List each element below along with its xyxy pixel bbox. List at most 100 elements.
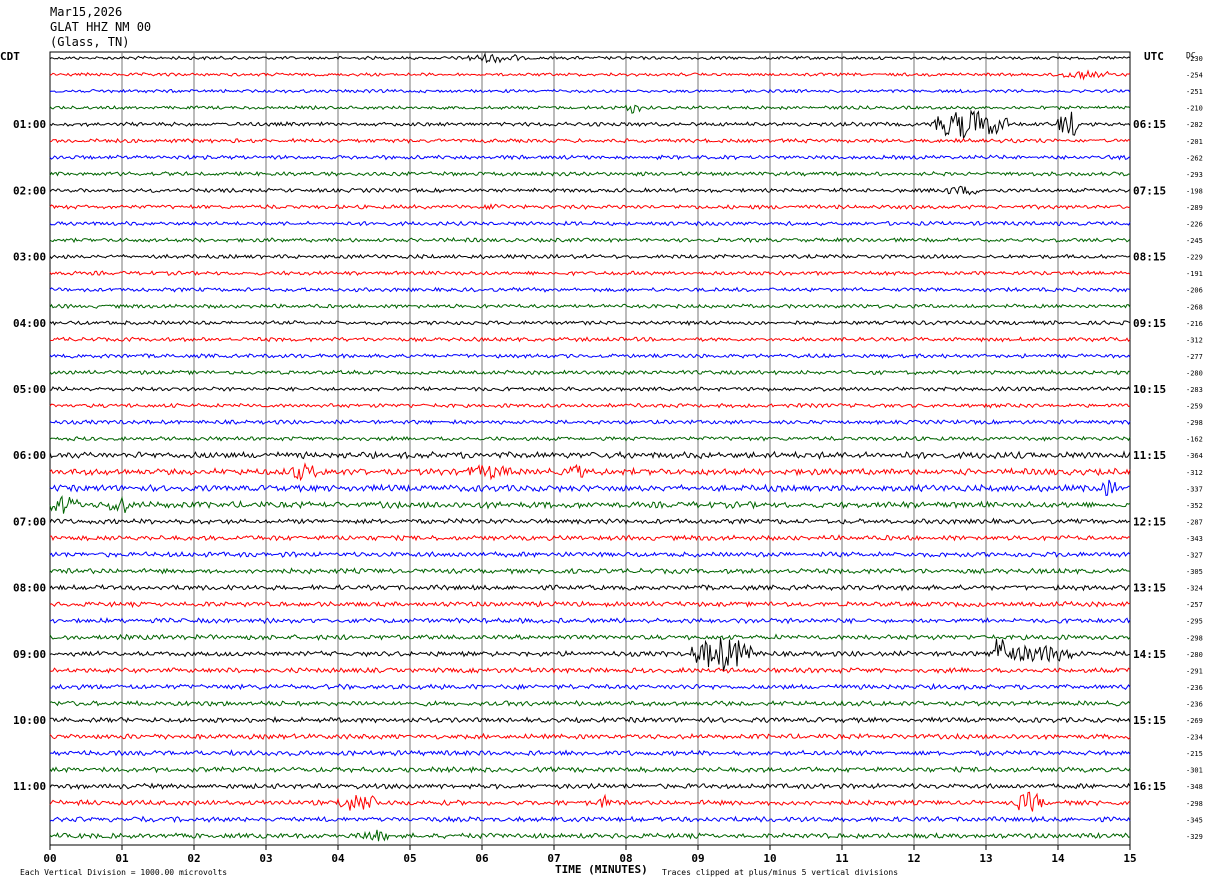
trace-line xyxy=(49,782,1131,790)
dc-offset-label: -230 xyxy=(1186,55,1203,63)
trace-line xyxy=(49,203,1131,211)
trace-line xyxy=(49,551,1131,559)
dc-header-label: DC xyxy=(1186,51,1196,60)
x-tick-label: 03 xyxy=(259,852,272,865)
right-hour-label: 16:15 xyxy=(1133,780,1166,793)
trace-line xyxy=(50,534,1131,542)
left-timezone-label: CDT xyxy=(0,50,20,63)
x-tick-label: 07 xyxy=(547,852,560,865)
header-station: GLAT HHZ NM 00 xyxy=(50,20,152,34)
x-tick-label: 02 xyxy=(187,852,200,865)
dc-offset-label: -324 xyxy=(1186,585,1203,593)
x-tick-label: 00 xyxy=(43,852,56,865)
left-hour-label: 01:00 xyxy=(13,118,46,131)
trace-line xyxy=(49,435,1131,442)
left-hour-label: 02:00 xyxy=(13,184,46,197)
dc-offset-label: -201 xyxy=(1186,138,1203,146)
dc-offset-label: -259 xyxy=(1186,403,1203,411)
trace-line xyxy=(49,52,1131,64)
dc-offset-label: -312 xyxy=(1186,469,1203,477)
dc-offset-label: -282 xyxy=(1186,121,1203,129)
trace-line xyxy=(49,236,1131,244)
dc-offset-label: -312 xyxy=(1186,336,1203,344)
trace-line xyxy=(49,185,1131,196)
trace-line xyxy=(49,617,1131,625)
dc-offset-label: -298 xyxy=(1186,800,1203,808)
trace-line xyxy=(49,765,1131,774)
trace-line xyxy=(49,829,1131,842)
right-hour-label: 13:15 xyxy=(1133,582,1166,595)
left-hour-label: 10:00 xyxy=(13,714,46,727)
dc-offset-label: -293 xyxy=(1186,171,1203,179)
trace-line xyxy=(49,419,1131,426)
trace-line xyxy=(49,479,1131,497)
trace-line xyxy=(49,517,1131,525)
header-location: (Glass, TN) xyxy=(50,35,130,49)
x-tick-label: 11 xyxy=(835,852,849,865)
dc-offset-label: -364 xyxy=(1186,452,1203,460)
x-tick-label: 10 xyxy=(763,852,776,865)
dc-offset-label: -226 xyxy=(1186,221,1203,229)
trace-line xyxy=(49,749,1131,757)
x-tick-label: 08 xyxy=(619,852,632,865)
plot-frame xyxy=(49,51,1131,846)
dc-offset-label: -327 xyxy=(1186,552,1203,560)
x-tick-label: 14 xyxy=(1051,852,1065,865)
trace-line xyxy=(49,462,1131,482)
dc-offset-label: -298 xyxy=(1186,634,1203,642)
trace-line xyxy=(49,170,1131,177)
dc-offset-label: -269 xyxy=(1186,717,1203,725)
trace-line xyxy=(49,699,1131,707)
trace-line xyxy=(49,732,1131,741)
header-date: Mar15,2026 xyxy=(50,5,123,19)
dc-offset-label: -234 xyxy=(1186,734,1203,742)
trace-line xyxy=(49,369,1131,376)
trace-line xyxy=(49,567,1131,575)
left-hour-label: 09:00 xyxy=(13,648,46,661)
trace-line xyxy=(49,637,1131,672)
dc-offset-label: -236 xyxy=(1186,684,1203,692)
dc-offset-label: -216 xyxy=(1186,320,1203,328)
trace-line xyxy=(49,270,1131,277)
dc-offset-label: -245 xyxy=(1186,237,1203,245)
right-hour-label: 08:15 xyxy=(1133,251,1166,264)
dc-offset-label: -277 xyxy=(1186,353,1203,361)
trace-line xyxy=(49,154,1131,161)
trace-line xyxy=(49,253,1131,260)
right-hour-label: 06:15 xyxy=(1133,118,1166,131)
right-hour-label: 11:15 xyxy=(1133,449,1166,462)
trace-line xyxy=(49,682,1131,691)
trace-line xyxy=(49,600,1131,609)
x-tick-label: 06 xyxy=(475,852,489,865)
trace-line xyxy=(49,815,1131,824)
dc-offset-label: -236 xyxy=(1186,700,1203,708)
dc-offset-label: -280 xyxy=(1186,369,1203,377)
dc-offset-label: -283 xyxy=(1186,386,1203,394)
dc-offset-label: -280 xyxy=(1186,651,1203,659)
left-hour-label: 05:00 xyxy=(13,383,46,396)
x-tick-label: 05 xyxy=(403,852,416,865)
dc-offset-label: -262 xyxy=(1186,154,1203,162)
left-hour-label: 03:00 xyxy=(13,251,46,264)
x-tick-label: 15 xyxy=(1123,852,1136,865)
trace-line xyxy=(49,88,1131,94)
scale-note: Each Vertical Division = 1000.00 microvo… xyxy=(20,868,227,877)
trace-line xyxy=(49,450,1131,460)
trace-line xyxy=(49,402,1131,409)
right-hour-label: 10:15 xyxy=(1133,383,1166,396)
trace-line xyxy=(49,385,1131,393)
trace-line xyxy=(49,220,1131,227)
left-hour-label: 07:00 xyxy=(13,515,46,528)
trace-line xyxy=(49,583,1131,592)
x-axis-title: TIME (MINUTES) xyxy=(555,863,648,876)
dc-offset-label: -287 xyxy=(1186,518,1203,526)
dc-offset-label: -301 xyxy=(1186,767,1203,775)
trace-line xyxy=(49,69,1131,81)
right-timezone-label: UTC xyxy=(1144,50,1164,63)
dc-offset-label: -348 xyxy=(1186,783,1203,791)
left-hour-label: 08:00 xyxy=(13,582,46,595)
x-tick-label: 09 xyxy=(691,852,704,865)
right-hour-label: 14:15 xyxy=(1133,648,1166,661)
trace-line xyxy=(49,666,1131,675)
